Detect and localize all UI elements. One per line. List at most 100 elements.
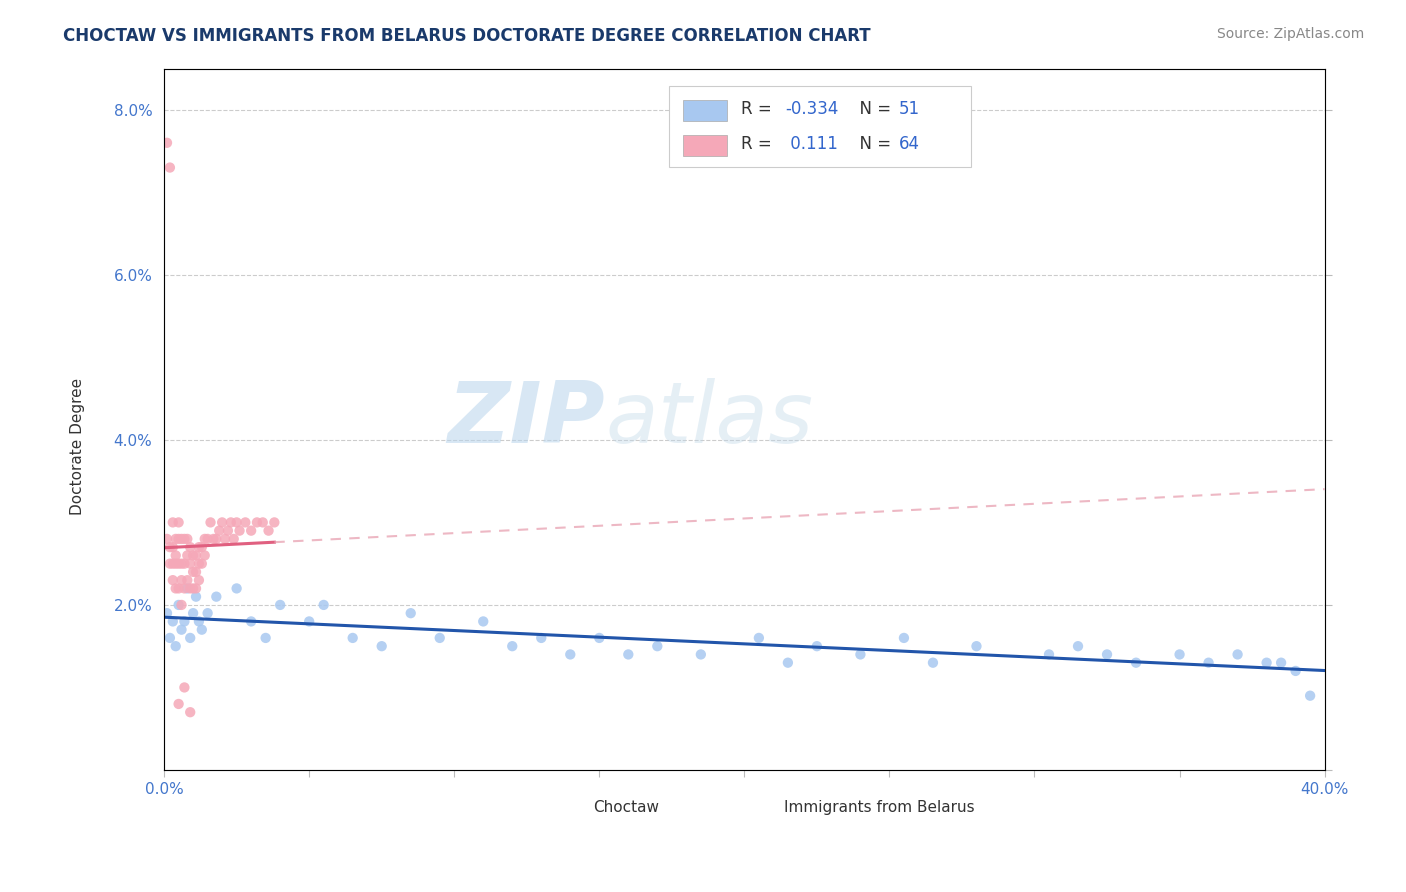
- Point: [184, 565, 207, 579]
- Point: [165, 549, 187, 563]
- Point: [233, 516, 256, 530]
- Point: [217, 524, 239, 538]
- Point: [179, 705, 201, 719]
- Point: [165, 532, 187, 546]
- Point: [748, 631, 770, 645]
- Point: [162, 615, 184, 629]
- Point: [225, 516, 247, 530]
- Text: R =: R =: [741, 100, 778, 119]
- Point: [211, 516, 233, 530]
- Point: [187, 540, 209, 554]
- Point: [176, 532, 198, 546]
- Point: [179, 540, 201, 554]
- Point: [246, 516, 269, 530]
- Point: [849, 648, 872, 662]
- Point: [165, 582, 187, 596]
- Point: [240, 615, 263, 629]
- Point: [254, 631, 277, 645]
- Point: [560, 648, 582, 662]
- Text: Doctorate Degree: Doctorate Degree: [70, 377, 84, 515]
- Text: R =: R =: [741, 136, 778, 153]
- Point: [173, 582, 195, 596]
- Point: [1284, 664, 1306, 678]
- Point: [165, 639, 187, 653]
- Point: [214, 532, 236, 546]
- Point: [181, 565, 204, 579]
- Point: [257, 524, 280, 538]
- Point: [159, 161, 181, 175]
- Point: [219, 516, 242, 530]
- Text: Choctaw: Choctaw: [593, 800, 659, 815]
- Point: [263, 516, 285, 530]
- Point: [173, 532, 195, 546]
- Point: [181, 582, 204, 596]
- Point: [170, 557, 193, 571]
- Point: [173, 615, 195, 629]
- Point: [162, 573, 184, 587]
- Point: [194, 532, 217, 546]
- Point: [184, 549, 207, 563]
- Text: Immigrants from Belarus: Immigrants from Belarus: [783, 800, 974, 815]
- FancyBboxPatch shape: [683, 100, 727, 121]
- Point: [173, 557, 195, 571]
- Point: [181, 606, 204, 620]
- Point: [176, 582, 198, 596]
- Point: [197, 532, 219, 546]
- Point: [776, 656, 799, 670]
- Point: [689, 648, 711, 662]
- Point: [208, 524, 231, 538]
- Point: [170, 623, 193, 637]
- Point: [202, 532, 225, 546]
- Point: [167, 516, 190, 530]
- Point: [167, 697, 190, 711]
- Point: [167, 557, 190, 571]
- Text: 64: 64: [898, 136, 920, 153]
- Point: [269, 598, 291, 612]
- Point: [1226, 648, 1249, 662]
- Point: [893, 631, 915, 645]
- Point: [187, 573, 209, 587]
- FancyBboxPatch shape: [669, 86, 970, 167]
- Point: [205, 532, 228, 546]
- Point: [159, 557, 181, 571]
- Point: [179, 582, 201, 596]
- Text: 51: 51: [898, 100, 920, 119]
- Point: [162, 516, 184, 530]
- Point: [179, 557, 201, 571]
- Point: [156, 606, 179, 620]
- Point: [187, 557, 209, 571]
- Point: [170, 598, 193, 612]
- Point: [1270, 656, 1292, 670]
- Point: [167, 582, 190, 596]
- Point: [165, 557, 187, 571]
- Point: [179, 631, 201, 645]
- Point: [806, 639, 828, 653]
- Point: [240, 524, 263, 538]
- Point: [167, 532, 190, 546]
- Text: N =: N =: [849, 100, 896, 119]
- Point: [194, 549, 217, 563]
- FancyBboxPatch shape: [683, 136, 727, 156]
- Point: [501, 639, 523, 653]
- Point: [342, 631, 364, 645]
- Point: [156, 532, 179, 546]
- Point: [1299, 689, 1322, 703]
- Point: [472, 615, 495, 629]
- Point: [966, 639, 988, 653]
- Point: [647, 639, 669, 653]
- FancyBboxPatch shape: [738, 800, 776, 815]
- Point: [617, 648, 640, 662]
- Point: [1125, 656, 1147, 670]
- Point: [181, 549, 204, 563]
- Point: [1095, 648, 1118, 662]
- Text: CHOCTAW VS IMMIGRANTS FROM BELARUS DOCTORATE DEGREE CORRELATION CHART: CHOCTAW VS IMMIGRANTS FROM BELARUS DOCTO…: [63, 27, 870, 45]
- Point: [1038, 648, 1060, 662]
- Text: atlas: atlas: [605, 377, 813, 461]
- Point: [156, 136, 179, 150]
- Point: [225, 582, 247, 596]
- Point: [162, 540, 184, 554]
- Text: N =: N =: [849, 136, 896, 153]
- Point: [197, 606, 219, 620]
- Point: [191, 557, 214, 571]
- Point: [1067, 639, 1090, 653]
